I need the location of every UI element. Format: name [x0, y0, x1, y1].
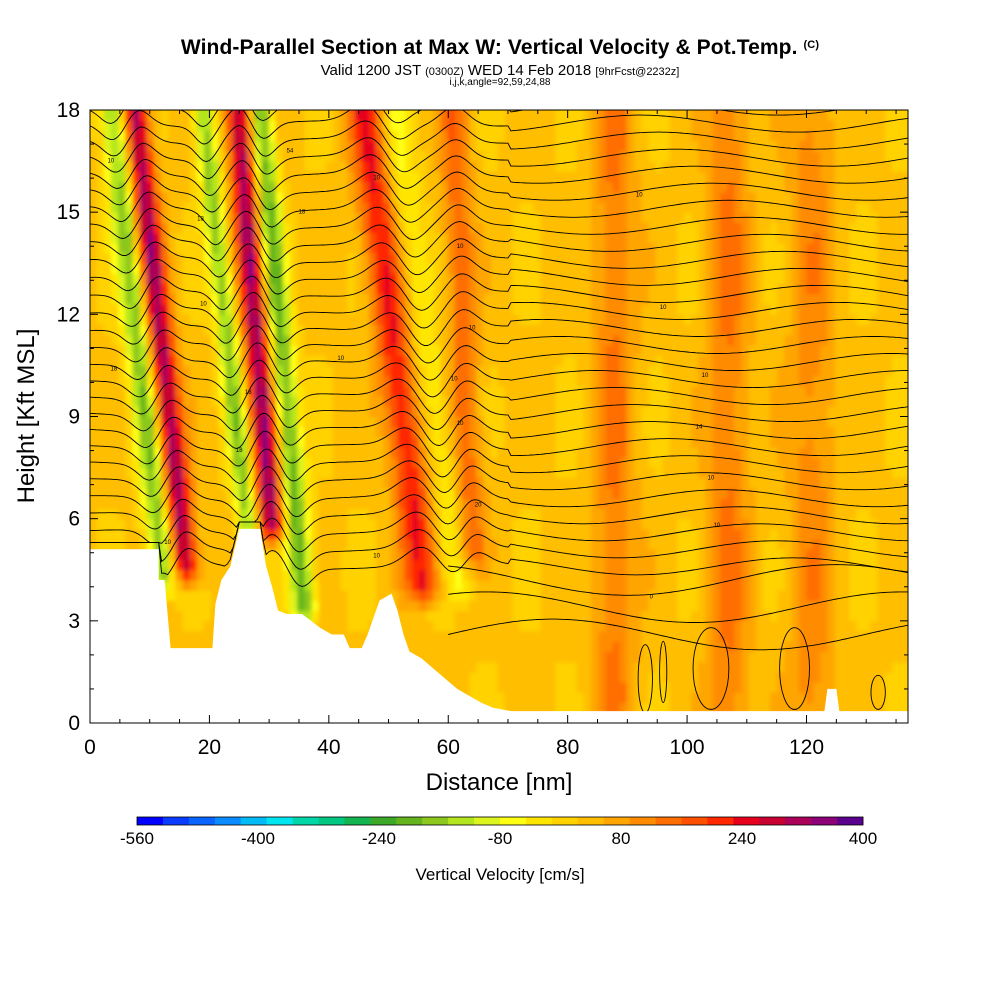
- contour-label: 10: [660, 305, 667, 311]
- contour-label: 10: [708, 475, 715, 481]
- contour-label: 10: [469, 326, 476, 332]
- colorbar-label: Vertical Velocity [cm/s]: [415, 865, 584, 884]
- colorbar-swatch: [319, 817, 345, 825]
- contour-label: 10: [200, 302, 207, 308]
- colorbar-swatch: [759, 817, 785, 825]
- colorbar-swatch: [578, 817, 604, 825]
- colorbar-tick-label: 240: [728, 829, 756, 848]
- colorbar-tick-label: -400: [241, 829, 275, 848]
- x-tick-label: 0: [84, 736, 96, 759]
- contour-label: 18: [299, 210, 306, 216]
- colorbar-swatch: [707, 817, 733, 825]
- contour-label: 10: [457, 421, 464, 427]
- contour-label: 10: [636, 193, 643, 199]
- colorbar-swatch: [526, 817, 552, 825]
- y-axis-label: Height [Kft MSL]: [13, 329, 40, 504]
- contour-label: 10: [337, 356, 344, 362]
- colorbar-swatch: [163, 817, 189, 825]
- y-tick-label: 18: [57, 99, 80, 122]
- contour-label: 10: [457, 244, 464, 250]
- contour-label: 18: [197, 217, 204, 223]
- colorbar-tick-label: 400: [849, 829, 877, 848]
- contour-label: 10: [373, 176, 380, 182]
- x-axis-label: Distance [nm]: [426, 769, 573, 796]
- y-tick-label: 3: [68, 610, 80, 633]
- colorbar-swatch: [656, 817, 682, 825]
- colorbar-swatch: [500, 817, 526, 825]
- colorbar-swatch: [370, 817, 396, 825]
- colorbar-tick-label: -240: [362, 829, 396, 848]
- colorbar-swatch: [552, 817, 578, 825]
- x-tick-label: 100: [670, 736, 705, 759]
- colorbar-swatch: [474, 817, 500, 825]
- contour-label: 20: [475, 503, 482, 509]
- colorbar-swatch: [785, 817, 811, 825]
- colorbar-swatch: [733, 817, 759, 825]
- colorbar-swatch: [837, 817, 863, 825]
- contour-label: 10: [373, 554, 380, 560]
- colorbar-swatch: [811, 817, 837, 825]
- colorbar-swatch: [604, 817, 630, 825]
- colorbar-swatch: [448, 817, 474, 825]
- contour-label: 18: [236, 448, 243, 454]
- x-tick-label: 120: [789, 736, 824, 759]
- x-tick-label: 60: [437, 736, 460, 759]
- y-tick-label: 12: [57, 303, 80, 326]
- colorbar-tick-label: -560: [120, 829, 154, 848]
- y-tick-label: 0: [68, 712, 80, 735]
- contour-label: 54: [287, 148, 294, 154]
- contour-label: 18: [245, 390, 252, 396]
- colorbar-swatch: [396, 817, 422, 825]
- contour-label: 10: [451, 377, 458, 383]
- colorbar-swatch: [293, 817, 319, 825]
- contour-label: 10: [714, 523, 721, 529]
- colorbar-swatch: [215, 817, 241, 825]
- colorbar: -560 -400 -240 -80 80 240 400: [120, 817, 877, 848]
- colorbar-tick-label: 80: [612, 829, 631, 848]
- x-tick-label: 40: [317, 736, 340, 759]
- y-tick-label: 9: [68, 406, 80, 429]
- colorbar-swatch: [422, 817, 448, 825]
- colorbar-swatch: [630, 817, 656, 825]
- colorbar-swatch: [189, 817, 215, 825]
- colorbar-swatch: [682, 817, 708, 825]
- contour-label: 10: [164, 540, 171, 546]
- colorbar-tick-label: -80: [488, 829, 513, 848]
- contour-label: 14: [696, 424, 703, 430]
- x-tick-label: 20: [198, 736, 221, 759]
- colorbar-swatch: [137, 817, 163, 825]
- colorbar-swatch: [344, 817, 370, 825]
- contour-label: 10: [108, 159, 115, 165]
- x-tick-label: 80: [556, 736, 579, 759]
- colorbar-swatch: [267, 817, 293, 825]
- contour-label: 18: [111, 366, 118, 372]
- y-tick-label: 6: [68, 508, 80, 531]
- cross-section-chart: 10 18 54 18 10 10 10 10 10 14 10 10 18 10 10 10 10 20 0 10 1…: [0, 0, 1000, 1000]
- colorbar-swatch: [241, 817, 267, 825]
- y-tick-label: 15: [57, 201, 80, 224]
- contour-label: 10: [702, 373, 709, 379]
